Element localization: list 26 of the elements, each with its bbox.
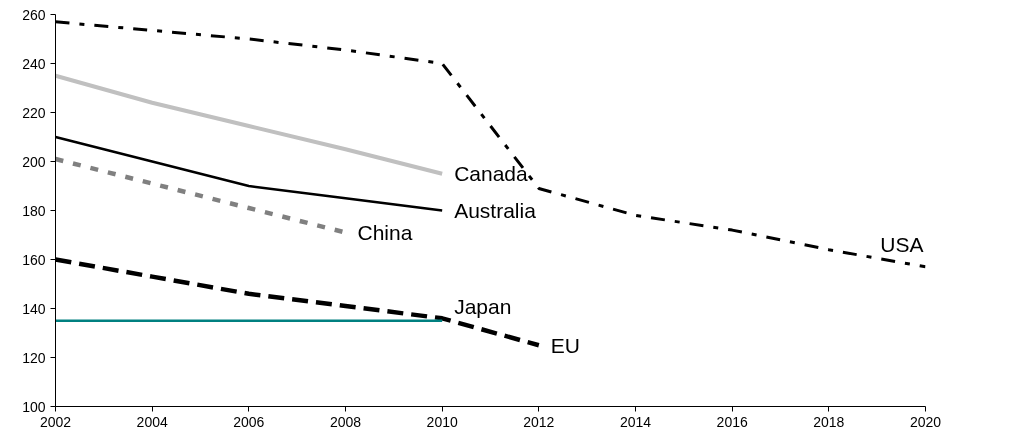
- y-tick-label: 120: [22, 349, 46, 366]
- y-tick-label: 180: [22, 202, 46, 219]
- y-tick-label: 200: [22, 153, 46, 170]
- x-tick-label: 2016: [716, 413, 748, 430]
- line-series: [55, 73, 445, 176]
- series-label: USA: [880, 233, 924, 257]
- y-tick-label: 220: [22, 104, 46, 121]
- x-tick-label: 2008: [329, 413, 362, 430]
- x-tick-label: 2012: [523, 413, 555, 430]
- y-tick-label: 240: [22, 55, 46, 72]
- x-tick-label: 2002: [39, 413, 72, 430]
- x-tick-label: 2006: [233, 413, 265, 430]
- y-tick-label: 160: [22, 251, 46, 268]
- x-tick-label: 2004: [136, 413, 168, 430]
- x-tick-label: 2020: [909, 413, 942, 430]
- series-label: Canada: [454, 162, 529, 186]
- x-tick-label: 2018: [813, 413, 845, 430]
- y-tick-label: 260: [22, 6, 46, 23]
- series-label: Australia: [454, 199, 537, 222]
- y-tick-label: 140: [22, 300, 46, 317]
- series-label: Japan: [454, 295, 512, 319]
- series-label: EU: [550, 333, 581, 357]
- y-tick-label: 100: [22, 398, 46, 415]
- x-tick-label: 2014: [619, 413, 652, 430]
- series-label: China: [357, 221, 413, 245]
- x-tick-label: 2010: [426, 413, 458, 430]
